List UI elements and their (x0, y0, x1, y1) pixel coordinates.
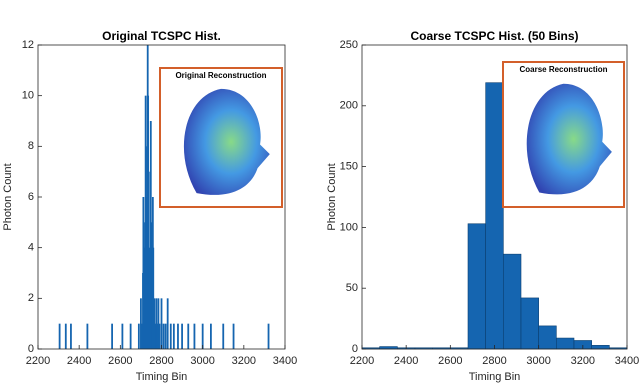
y-tick-label: 0 (352, 343, 358, 355)
reconstruction-image (183, 88, 270, 195)
chart-title: Coarse TCSPC Hist. (50 Bins) (410, 29, 578, 43)
y-tick-label: 8 (28, 140, 34, 152)
bar (177, 323, 179, 349)
y-tick-label: 100 (340, 221, 358, 233)
x-axis-label: Timing Bin (136, 371, 188, 383)
bar (162, 323, 165, 349)
y-axis-label: Photon Count (2, 163, 14, 230)
bar (152, 247, 155, 349)
bar (267, 323, 270, 349)
y-tick-label: 0 (28, 343, 34, 355)
bar (160, 298, 163, 349)
bar (164, 323, 167, 349)
y-tick-label: 10 (22, 90, 34, 102)
bar (485, 82, 504, 350)
x-axis-label: Timing Bin (469, 371, 521, 383)
x-tick-label: 3400 (615, 355, 639, 367)
bar (154, 323, 157, 349)
bar (141, 323, 143, 349)
bar (137, 323, 140, 349)
y-tick-label: 250 (340, 39, 358, 51)
bar (193, 323, 196, 349)
y-tick-label: 2 (28, 292, 34, 304)
inset-title: Original Reconstruction (175, 71, 266, 80)
bar (140, 298, 142, 349)
bar (556, 337, 575, 350)
bar (158, 323, 161, 349)
x-tick-label: 2200 (26, 355, 50, 367)
bar (64, 323, 67, 349)
x-tick-label: 2200 (350, 355, 374, 367)
bar (222, 323, 225, 349)
inset-title: Coarse Reconstruction (519, 65, 607, 74)
bar (70, 323, 72, 349)
bar (181, 323, 183, 349)
x-tick-label: 2800 (482, 355, 506, 367)
bar (520, 297, 539, 350)
bar (210, 323, 212, 349)
reconstruction-image (526, 83, 612, 195)
bar (591, 345, 610, 350)
bar (538, 325, 557, 350)
x-tick-label: 3200 (232, 355, 256, 367)
bar (467, 223, 486, 350)
bar (58, 323, 61, 349)
bar (503, 253, 522, 350)
x-tick-label: 2600 (108, 355, 132, 367)
y-tick-label: 50 (346, 282, 358, 294)
chart-title: Original TCSPC Hist. (102, 29, 221, 43)
bar (121, 323, 124, 349)
bar (129, 323, 132, 349)
y-tick-label: 12 (22, 39, 34, 51)
bar (169, 323, 172, 349)
x-tick-label: 3000 (190, 355, 214, 367)
x-tick-label: 2600 (438, 355, 462, 367)
bar (86, 323, 89, 349)
y-tick-label: 4 (28, 242, 34, 254)
bar (153, 298, 156, 349)
x-tick-label: 2400 (67, 355, 91, 367)
y-tick-label: 200 (340, 100, 358, 112)
y-tick-label: 150 (340, 161, 358, 173)
x-tick-label: 2400 (394, 355, 418, 367)
bar (187, 323, 190, 349)
bar (172, 323, 175, 349)
x-tick-label: 3000 (526, 355, 550, 367)
bar (156, 323, 159, 349)
y-tick-label: 6 (28, 191, 34, 203)
x-tick-label: 2800 (149, 355, 173, 367)
bar (157, 298, 160, 349)
bar (111, 323, 113, 349)
x-tick-label: 3400 (273, 355, 297, 367)
y-axis-label: Photon Count (326, 163, 338, 230)
bar (232, 323, 235, 349)
bar (145, 146, 147, 349)
bar (166, 298, 169, 349)
bar (201, 323, 204, 349)
bar (155, 298, 158, 349)
x-tick-label: 3200 (571, 355, 595, 367)
